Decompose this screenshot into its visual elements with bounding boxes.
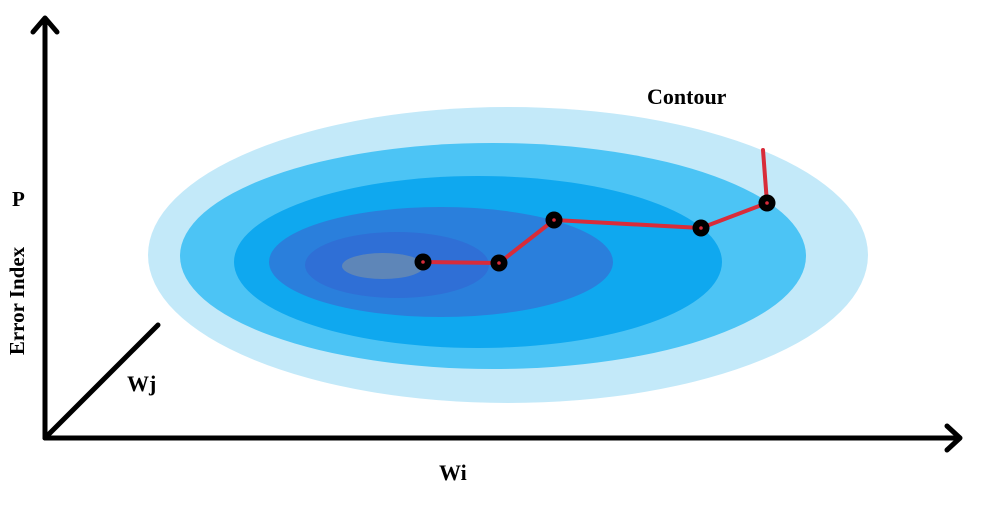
wi-label: Wi: [439, 460, 467, 485]
contour-label: Contour: [647, 84, 727, 109]
descent-path: [421, 148, 769, 265]
contour-level-6: [342, 253, 424, 279]
depth-axis: [42, 322, 161, 441]
p-label: P: [12, 187, 25, 211]
horizontal-axis-arrowhead: [944, 423, 963, 453]
descent-point: [758, 194, 776, 212]
error-index-label: Error Index: [5, 246, 29, 355]
descent-point: [490, 254, 508, 272]
descent-point: [692, 219, 710, 237]
axes: [30, 15, 963, 453]
descent-point: [545, 211, 563, 229]
descent-points: [414, 194, 776, 272]
descent-point: [414, 253, 432, 271]
vertical-axis-arrowhead: [30, 15, 60, 35]
wj-label: Wj: [127, 371, 156, 396]
